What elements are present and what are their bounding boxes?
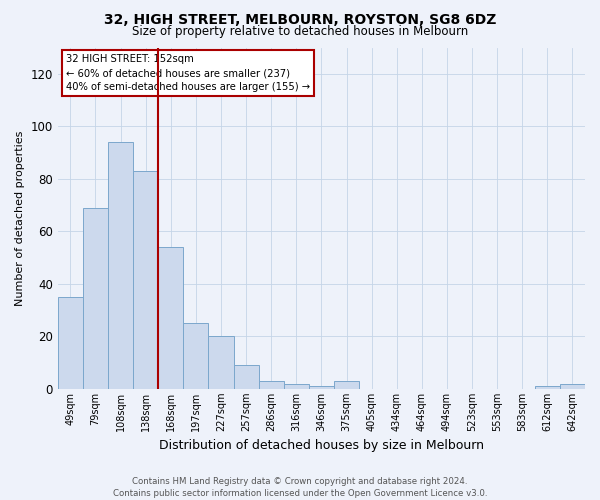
Bar xyxy=(208,336,233,389)
Bar xyxy=(184,323,208,389)
Bar xyxy=(284,384,309,389)
Bar xyxy=(560,384,585,389)
Bar xyxy=(259,381,284,389)
Bar xyxy=(133,171,158,389)
Text: Contains HM Land Registry data © Crown copyright and database right 2024.
Contai: Contains HM Land Registry data © Crown c… xyxy=(113,476,487,498)
Bar xyxy=(233,366,259,389)
X-axis label: Distribution of detached houses by size in Melbourn: Distribution of detached houses by size … xyxy=(159,440,484,452)
Bar xyxy=(334,381,359,389)
Bar xyxy=(535,386,560,389)
Bar xyxy=(158,247,184,389)
Y-axis label: Number of detached properties: Number of detached properties xyxy=(15,130,25,306)
Text: Size of property relative to detached houses in Melbourn: Size of property relative to detached ho… xyxy=(132,25,468,38)
Text: 32 HIGH STREET: 152sqm
← 60% of detached houses are smaller (237)
40% of semi-de: 32 HIGH STREET: 152sqm ← 60% of detached… xyxy=(65,54,310,92)
Bar xyxy=(108,142,133,389)
Bar xyxy=(309,386,334,389)
Text: 32, HIGH STREET, MELBOURN, ROYSTON, SG8 6DZ: 32, HIGH STREET, MELBOURN, ROYSTON, SG8 … xyxy=(104,12,496,26)
Bar xyxy=(58,297,83,389)
Bar xyxy=(83,208,108,389)
